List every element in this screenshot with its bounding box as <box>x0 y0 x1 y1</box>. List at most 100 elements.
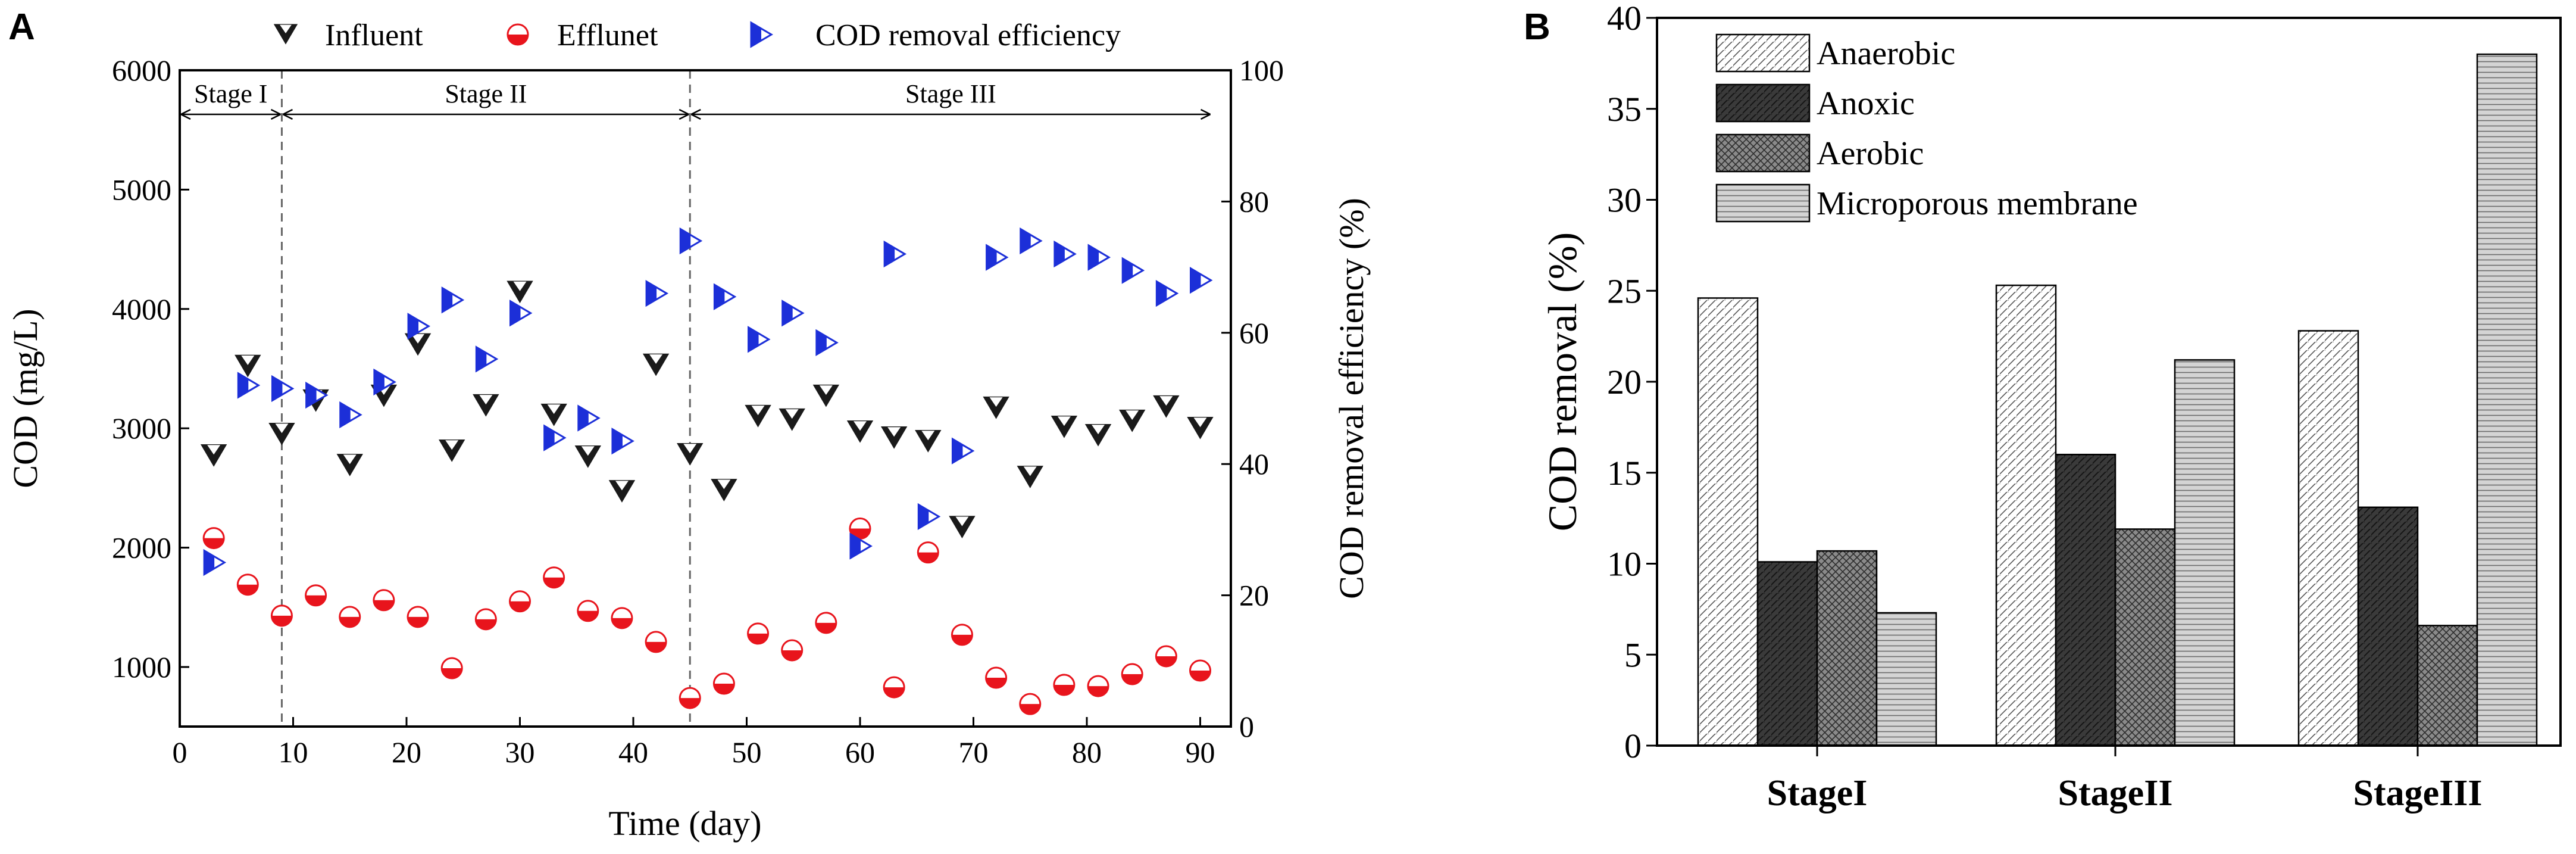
influent-point-highlight <box>513 281 527 291</box>
bar-aerobic-stagei <box>1816 550 1878 747</box>
removal-point-fill <box>816 331 827 355</box>
effluent-point-fill <box>1088 686 1109 697</box>
y-tick-label-b: 5 <box>1624 635 1642 674</box>
removal-point-fill <box>782 301 793 325</box>
bar-anaerobic-stageiii <box>2297 330 2359 747</box>
removal-point-fill <box>408 314 419 338</box>
legend-influent-label: Influent <box>325 18 423 52</box>
removal-point-fill <box>1089 245 1099 270</box>
removal-point-fill <box>374 370 384 394</box>
panel-letter-b: B <box>1524 7 1550 48</box>
influent-point-highlight <box>479 395 493 405</box>
stage-label: Stage I <box>194 79 267 108</box>
chart-b-bars <box>1697 53 2538 747</box>
effluent-point-fill <box>508 35 528 45</box>
effluent-point-fill <box>748 633 768 644</box>
y-tick-label-b: 15 <box>1607 454 1642 493</box>
stage-arrow-head-right <box>1200 108 1211 120</box>
stage-arrow-head-right <box>270 108 282 120</box>
effluent-point-fill <box>237 584 258 595</box>
removal-point-fill <box>918 504 929 529</box>
chart-a-legend: Influent Efflunet COD removal efficiency <box>273 18 1121 52</box>
bar-anoxic-stageii <box>2055 453 2117 747</box>
bar-aerobic-stageii <box>2114 528 2176 747</box>
y-left-tick-label: 3000 <box>112 412 171 445</box>
removal-point-fill <box>851 534 861 558</box>
bar-anaerobic-stageii <box>1995 284 2057 747</box>
removal-point-fill <box>204 550 215 575</box>
removal-point-fill <box>1190 268 1201 292</box>
y-right-tick-label: 40 <box>1239 447 1269 481</box>
influent-point-highlight <box>921 431 935 441</box>
y-tick-label-b: 25 <box>1607 272 1642 310</box>
legend-label: Microporous membrane <box>1817 185 2138 222</box>
influent-point-highlight <box>751 406 765 416</box>
influent-point-highlight <box>343 454 357 465</box>
legend-swatch <box>1715 133 1811 173</box>
stage-arrow-head-left <box>690 108 701 120</box>
y-tick-label-b: 0 <box>1624 727 1642 765</box>
effluent-point-fill <box>884 687 905 698</box>
y-left-tick-label: 6000 <box>112 54 171 87</box>
effluent-point-fill <box>577 610 598 621</box>
x-axis-label: Time (day) <box>608 804 761 843</box>
chart-b-frame <box>1656 17 2562 747</box>
removal-point-fill <box>1123 258 1133 283</box>
category-label: StageII <box>2058 773 2173 814</box>
stage-annotations: Stage I Stage II Stage III <box>180 70 1211 727</box>
effluent-point-fill <box>952 634 973 645</box>
influent-point-highlight <box>1057 416 1071 426</box>
effluent-point-fill <box>204 538 224 548</box>
effluent-point-fill <box>408 616 429 627</box>
influent-point-highlight <box>1159 396 1173 406</box>
chart-b-axes: 0 5 10 15 20 25 30 35 40 StageI StageII StageIII <box>1607 0 2483 814</box>
removal-point-fill <box>884 242 895 266</box>
effluent-point-fill <box>781 650 802 660</box>
influent-point-highlight <box>887 427 901 437</box>
influent-point-highlight <box>615 481 629 491</box>
removal-point-fill <box>272 376 283 401</box>
effluent-point-fill <box>815 622 836 633</box>
y-tick-label-b: 30 <box>1607 181 1642 220</box>
y-tick-label-b: 35 <box>1607 90 1642 129</box>
effluent-point-fill <box>1156 656 1177 666</box>
removal-point-fill <box>1054 242 1065 266</box>
removal-point-fill <box>714 285 725 309</box>
chart-a-frame <box>179 69 1232 728</box>
effluent-point-fill <box>509 601 530 612</box>
effluent-point-fill <box>714 684 734 694</box>
influent-point-highlight <box>1193 417 1207 428</box>
influent-point-highlight <box>581 446 595 456</box>
y-axis-right-label: COD removal efficiency (%) <box>1332 198 1371 599</box>
effluent-point-fill <box>1020 704 1040 715</box>
legend-label: Anaerobic <box>1817 35 1955 72</box>
bar-microporous-membrane-stageiii <box>2476 53 2538 747</box>
removal-point-fill <box>442 288 453 312</box>
legend-swatch <box>1715 83 1811 123</box>
y-right-tick-label: 20 <box>1239 579 1269 612</box>
bar-aerobic-stageiii <box>2416 625 2478 747</box>
influent-point-highlight <box>989 397 1003 407</box>
bar-anoxic-stagei <box>1756 561 1818 747</box>
category-label: StageIII <box>2353 773 2482 814</box>
removal-point-fill <box>578 406 589 431</box>
stage-arrow-head-left <box>282 108 293 120</box>
effluent-point-fill <box>1053 685 1074 696</box>
influent-point-highlight <box>819 385 833 395</box>
effluent-point-fill <box>339 616 360 627</box>
legend-label: Aerobic <box>1817 135 1924 172</box>
y-right-tick-label: 100 <box>1239 54 1284 87</box>
x-tick-label: 30 <box>505 735 535 769</box>
x-tick-label: 20 <box>392 735 421 769</box>
influent-point-highlight <box>1023 466 1037 476</box>
stage-arrow-head-right <box>679 108 689 120</box>
influent-point-highlight <box>241 355 255 365</box>
removal-point-fill <box>646 281 657 306</box>
effluent-point-fill <box>1122 674 1143 685</box>
x-tick-label: 80 <box>1072 735 1102 769</box>
influent-point-highlight <box>275 423 289 434</box>
x-tick-label: 50 <box>732 735 762 769</box>
influent-point-highlight <box>411 334 425 344</box>
legend-removal-label: COD removal efficiency <box>815 18 1121 52</box>
